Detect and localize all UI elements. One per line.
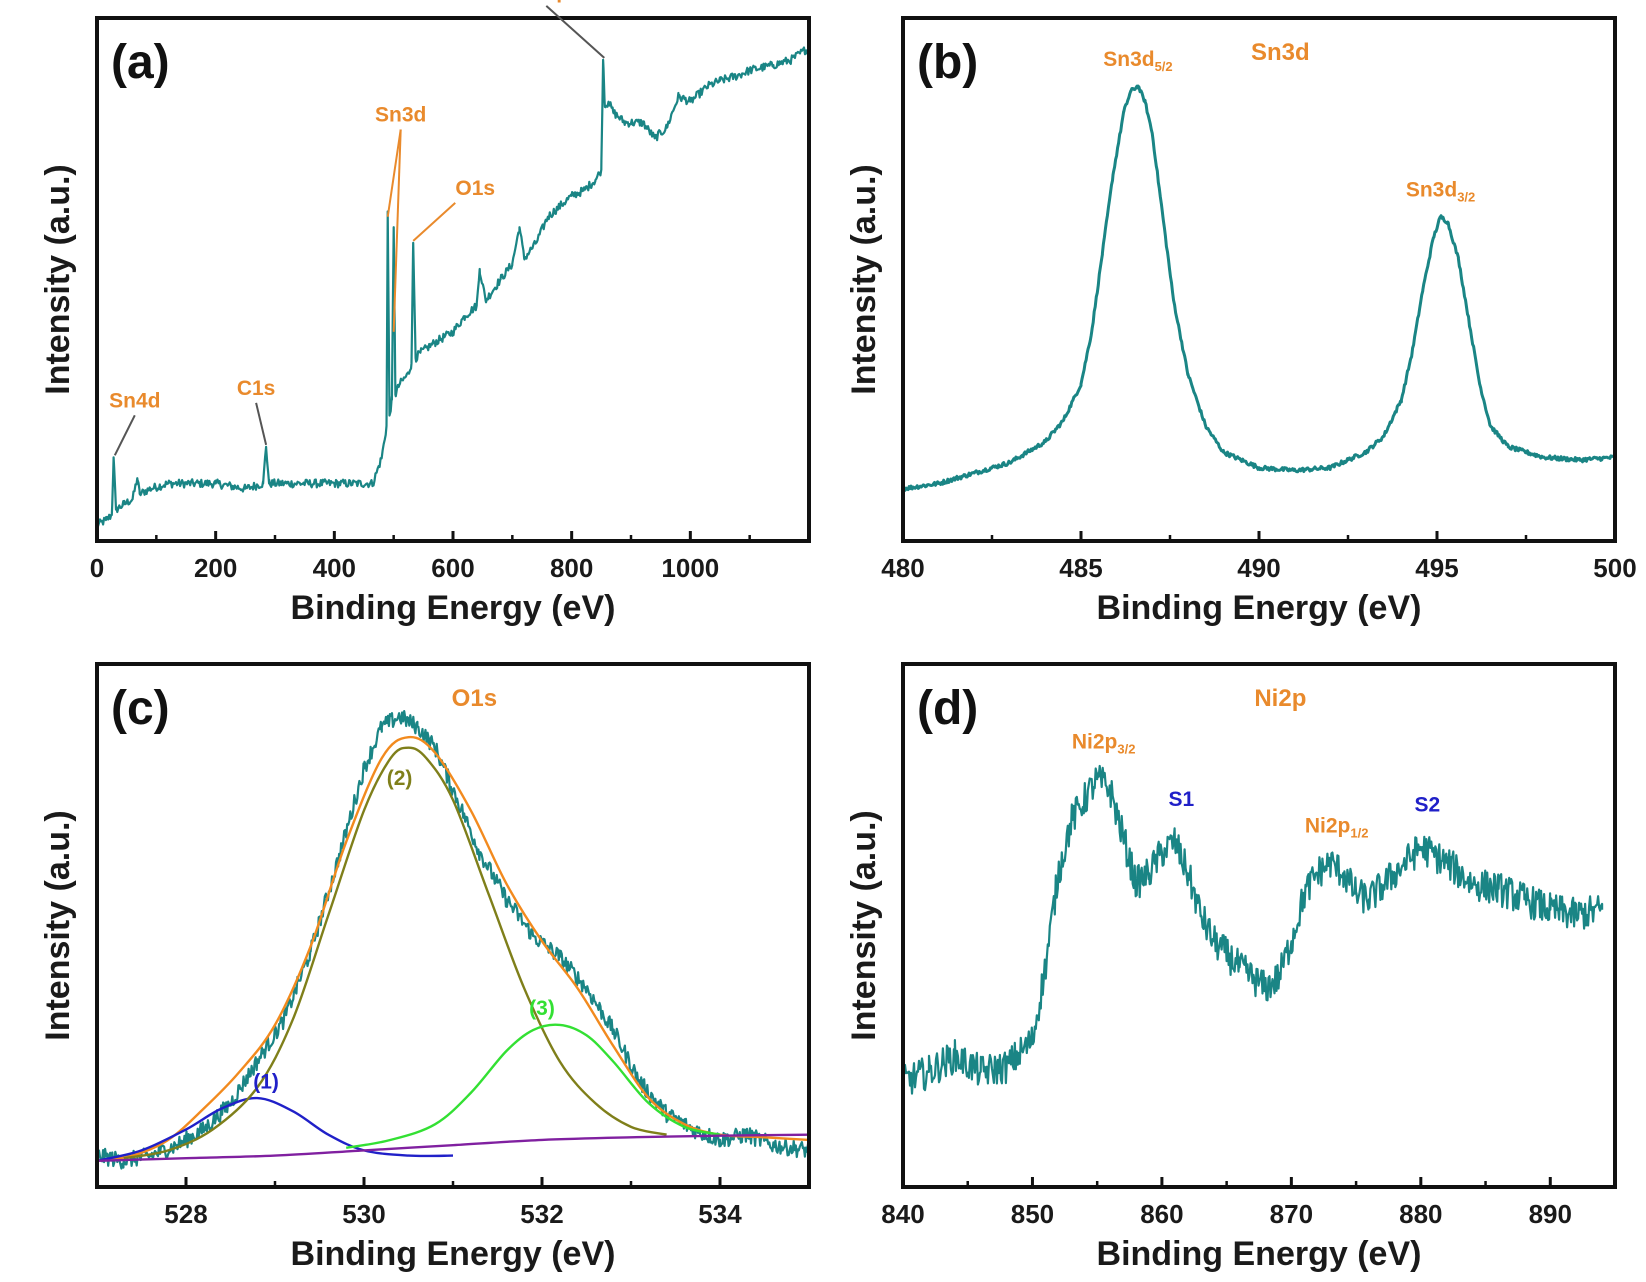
series-line-envelope bbox=[97, 735, 809, 1162]
x-tick-label: 840 bbox=[881, 1199, 924, 1229]
x-tick-label: 600 bbox=[431, 553, 474, 583]
series-line-peak1 bbox=[97, 1096, 454, 1162]
annotation-leader bbox=[255, 402, 268, 446]
x-tick-label: 528 bbox=[164, 1199, 207, 1229]
panel-letter: (d) bbox=[917, 682, 978, 735]
x-tick-label: 400 bbox=[313, 553, 356, 583]
panel-letter: (c) bbox=[111, 682, 170, 735]
plot-frame bbox=[95, 16, 811, 543]
annotation-leader bbox=[113, 414, 136, 456]
annotation-label: Ni2p1/2 bbox=[1305, 814, 1369, 840]
series-line-0 bbox=[903, 84, 1615, 492]
x-tick-label: 800 bbox=[550, 553, 593, 583]
x-tick-label: 500 bbox=[1593, 553, 1636, 583]
annotation-leader bbox=[386, 129, 402, 217]
panel-3: 840 850 860 870 880 890 Binding Energy (eV) Int… bbox=[845, 662, 1617, 1273]
annotation-leader bbox=[392, 129, 402, 332]
y-axis-title: Intensity (a.u.) bbox=[39, 164, 77, 394]
panel-title: Sn3d bbox=[1251, 39, 1310, 66]
x-axis-title: Binding Energy (eV) bbox=[1097, 1235, 1422, 1273]
x-tick-label: 860 bbox=[1140, 1199, 1183, 1229]
series-group bbox=[97, 46, 808, 528]
annotation-label: Ni2p3/2 bbox=[1072, 731, 1136, 757]
annotation-label: (2) bbox=[387, 767, 413, 790]
x-tick-label: 490 bbox=[1237, 553, 1280, 583]
panel-2: 528 530 532 534 Binding Energy (eV) Intensity… bbox=[39, 662, 811, 1273]
panel-title: Ni2p bbox=[1254, 685, 1306, 712]
y-axis-title: Intensity (a.u.) bbox=[845, 810, 883, 1040]
annotation-subscript: 5/2 bbox=[1155, 59, 1173, 74]
x-axis-title: Binding Energy (eV) bbox=[291, 1235, 616, 1273]
annotation-label: C1s bbox=[237, 377, 276, 400]
panel-1: 480 485 490 495 500 Binding Energy (eV) Intens… bbox=[845, 16, 1637, 627]
series-line-background bbox=[97, 1133, 809, 1162]
annotation-label: S2 bbox=[1414, 793, 1440, 816]
x-tick-label: 850 bbox=[1011, 1199, 1054, 1229]
x-tick-label: 0 bbox=[90, 553, 104, 583]
y-axis-title: Intensity (a.u.) bbox=[845, 164, 883, 394]
annotation-label: Sn3d5/2 bbox=[1103, 48, 1172, 74]
annotation-label: Sn3d3/2 bbox=[1406, 179, 1475, 205]
annotation-label: Ni2p bbox=[524, 0, 570, 3]
annotation-leader bbox=[412, 202, 456, 242]
x-tick-label: 495 bbox=[1415, 553, 1458, 583]
annotation-leader bbox=[545, 5, 605, 59]
panel-0: 0 200 400 600 800 1000 Binding Energy (eV) Inte… bbox=[39, 0, 811, 627]
y-axis-title: Intensity (a.u.) bbox=[39, 810, 77, 1040]
plot-frame bbox=[901, 662, 1617, 1189]
panel-letter: (b) bbox=[917, 36, 978, 89]
series-group bbox=[903, 764, 1604, 1095]
annotation-subscript: 3/2 bbox=[1457, 190, 1475, 205]
x-tick-label: 532 bbox=[520, 1199, 563, 1229]
x-tick-label: 870 bbox=[1270, 1199, 1313, 1229]
annotation-label: S1 bbox=[1168, 788, 1194, 811]
series-line-peak2 bbox=[123, 746, 667, 1160]
x-tick-label: 485 bbox=[1059, 553, 1102, 583]
annotation-subscript: 1/2 bbox=[1350, 825, 1368, 840]
x-axis-title: Binding Energy (eV) bbox=[291, 589, 616, 627]
x-tick-label: 880 bbox=[1399, 1199, 1442, 1229]
series-line-0 bbox=[97, 46, 808, 528]
panel-title: O1s bbox=[452, 685, 497, 712]
annotation-label: Sn4d bbox=[109, 389, 160, 412]
panel-letter: (a) bbox=[111, 36, 170, 89]
x-tick-label: 1000 bbox=[661, 553, 719, 583]
annotation-subscript: 3/2 bbox=[1117, 742, 1135, 757]
x-tick-label: 534 bbox=[698, 1199, 742, 1229]
annotation-label: O1s bbox=[455, 177, 495, 200]
series-group bbox=[903, 84, 1615, 492]
annotation-label: (1) bbox=[253, 1070, 279, 1093]
x-tick-label: 480 bbox=[881, 553, 924, 583]
series-group bbox=[97, 710, 809, 1170]
annotation-label: Sn3d bbox=[375, 104, 426, 127]
x-tick-label: 890 bbox=[1529, 1199, 1572, 1229]
annotation-label: (3) bbox=[529, 997, 555, 1020]
x-tick-label: 200 bbox=[194, 553, 237, 583]
series-line-0 bbox=[903, 764, 1604, 1095]
x-tick-label: 530 bbox=[342, 1199, 385, 1229]
series-line-peak3 bbox=[345, 1023, 721, 1149]
x-axis-title: Binding Energy (eV) bbox=[1097, 589, 1422, 627]
